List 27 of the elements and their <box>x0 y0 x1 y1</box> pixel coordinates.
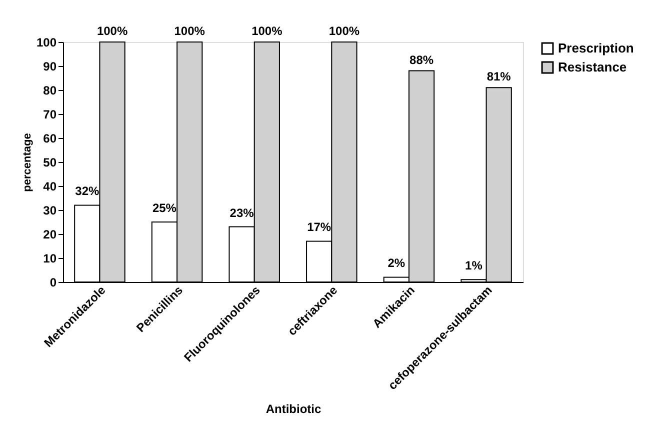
data-label: 2% <box>388 256 406 270</box>
data-label: 100% <box>328 24 360 38</box>
data-label: 17% <box>307 220 332 234</box>
y-tick-label: 0 <box>50 276 57 290</box>
y-tick-label: 40 <box>43 180 57 194</box>
y-tick-label: 10 <box>43 252 57 266</box>
legend-label: Resistance <box>558 60 627 74</box>
x-axis-title: Antibiotic <box>266 402 322 416</box>
y-axis-title: percentage <box>21 133 34 192</box>
data-label: 100% <box>96 24 128 38</box>
y-tick-label: 60 <box>43 132 57 146</box>
data-label: 81% <box>486 70 512 84</box>
y-tick-label: 90 <box>43 60 57 74</box>
y-tick-label: 70 <box>43 108 57 122</box>
data-label: 100% <box>174 24 206 38</box>
data-label: 1% <box>465 258 483 273</box>
data-label: 32% <box>75 184 100 198</box>
data-label: 100% <box>252 24 283 38</box>
y-tick-label: 50 <box>43 156 57 170</box>
y-tick-label: 20 <box>43 228 57 242</box>
legend-label: Prescription <box>558 40 634 56</box>
y-tick-label: 80 <box>43 84 57 98</box>
y-tick-label: 100 <box>36 36 57 50</box>
data-label: 23% <box>230 206 254 220</box>
data-label: 25% <box>152 201 177 215</box>
y-tick-label: 30 <box>43 204 57 218</box>
data-label: 88% <box>410 52 434 67</box>
